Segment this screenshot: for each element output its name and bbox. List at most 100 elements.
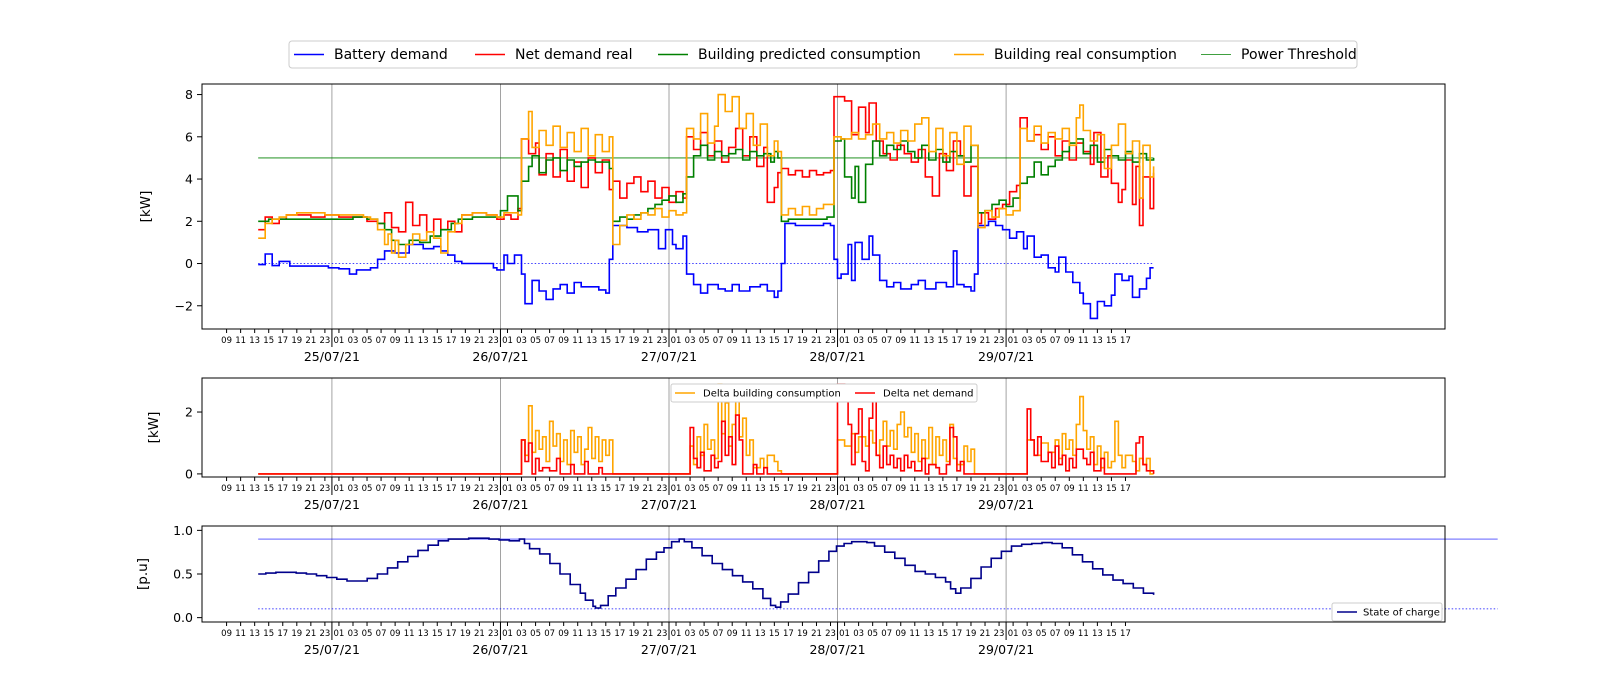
x-hour-label: 07 <box>376 629 387 639</box>
x-hour-label: 07 <box>1050 629 1061 639</box>
x-hour-label: 23 <box>488 336 499 346</box>
x-hour-label: 13 <box>1092 336 1103 346</box>
x-hour-label: 01 <box>502 629 513 639</box>
x-hour-label: 01 <box>671 629 682 639</box>
x-hour-label: 11 <box>572 336 583 346</box>
x-hour-label: 13 <box>418 336 429 346</box>
x-hour-label: 05 <box>867 629 878 639</box>
x-hour-label: 01 <box>502 336 513 346</box>
x-hour-label: 01 <box>1008 336 1019 346</box>
x-hour-label: 19 <box>460 629 471 639</box>
x-hour-label: 05 <box>699 629 710 639</box>
x-hour-label: 23 <box>488 484 499 494</box>
x-hour-label: 03 <box>685 484 696 494</box>
x-hour-label: 11 <box>235 336 246 346</box>
x-hour-label: 15 <box>769 484 780 494</box>
y-axis-label: [kW] <box>146 412 162 444</box>
x-hour-label: 13 <box>923 629 934 639</box>
x-hour-label: 19 <box>797 484 808 494</box>
x-hour-label: 15 <box>263 336 274 346</box>
y-tick-label: 4 <box>185 172 193 187</box>
x-hour-label: 09 <box>390 629 401 639</box>
series-line-building-real-consumption <box>258 93 1155 258</box>
x-hour-label: 15 <box>769 336 780 346</box>
x-hour-label: 23 <box>319 629 330 639</box>
x-hour-label: 19 <box>966 484 977 494</box>
x-hour-label: 09 <box>558 484 569 494</box>
legend-label: Delta net demand <box>883 389 974 400</box>
y-axis-label: [kW] <box>138 191 154 223</box>
x-hour-label: 15 <box>263 629 274 639</box>
x-hour-label: 23 <box>488 629 499 639</box>
x-hour-label: 09 <box>895 336 906 346</box>
x-hour-label: 13 <box>755 484 766 494</box>
x-hour-label: 17 <box>446 629 457 639</box>
x-hour-label: 05 <box>362 484 373 494</box>
x-hour-label: 19 <box>460 484 471 494</box>
x-hour-label: 15 <box>769 629 780 639</box>
x-hour-label: 13 <box>1092 484 1103 494</box>
x-hour-label: 05 <box>1036 336 1047 346</box>
x-hour-label: 11 <box>909 629 920 639</box>
x-hour-label: 21 <box>474 629 485 639</box>
x-hour-label: 19 <box>291 336 302 346</box>
x-hour-label: 13 <box>586 336 597 346</box>
y-tick-label: 0 <box>185 256 193 271</box>
x-hour-label: 05 <box>530 629 541 639</box>
legend-label: Net demand real <box>515 47 632 63</box>
x-hour-label: 05 <box>1036 629 1047 639</box>
axes-frame <box>201 83 1446 330</box>
x-hour-label: 19 <box>797 629 808 639</box>
legend-label: Building real consumption <box>994 47 1177 63</box>
x-hour-label: 03 <box>516 484 527 494</box>
x-hour-label: 03 <box>685 336 696 346</box>
x-hour-label: 11 <box>404 484 415 494</box>
x-date-label: 25/07/21 <box>304 642 360 657</box>
x-hour-label: 13 <box>249 629 260 639</box>
x-hour-label: 11 <box>404 629 415 639</box>
x-hour-label: 19 <box>966 336 977 346</box>
x-hour-label: 01 <box>334 336 345 346</box>
x-hour-label: 07 <box>544 629 555 639</box>
x-hour-label: 09 <box>558 629 569 639</box>
legend-label: State of charge <box>1363 608 1440 619</box>
legend-frame <box>1331 602 1443 622</box>
y-axis-label: [p.u] <box>135 558 151 590</box>
x-hour-label: 23 <box>657 484 668 494</box>
x-hour-label: 11 <box>572 629 583 639</box>
x-hour-label: 07 <box>713 484 724 494</box>
x-hour-label: 11 <box>1078 484 1089 494</box>
x-hour-label: 17 <box>277 336 288 346</box>
series-line-state-of-charge <box>258 537 1155 609</box>
x-date-label: 28/07/21 <box>809 349 865 364</box>
x-hour-label: 15 <box>432 484 443 494</box>
x-hour-label: 01 <box>839 484 850 494</box>
x-hour-label: 21 <box>305 484 316 494</box>
x-hour-label: 01 <box>334 484 345 494</box>
x-hour-label: 03 <box>348 484 359 494</box>
y-tick-label: 0.5 <box>173 567 193 582</box>
x-hour-label: 23 <box>657 336 668 346</box>
x-hour-label: 11 <box>909 336 920 346</box>
x-date-label: 26/07/21 <box>472 642 528 657</box>
x-hour-label: 13 <box>923 484 934 494</box>
panel-2: 02[kW]09 11 13 15 17 19 21 23 01 03 05 07 09 11 13 15 17… <box>146 377 1446 512</box>
x-hour-label: 13 <box>249 336 260 346</box>
x-hour-label: 21 <box>811 336 822 346</box>
x-hour-label: 07 <box>881 336 892 346</box>
x-hour-label: 19 <box>628 484 639 494</box>
x-hour-label: 11 <box>741 629 752 639</box>
x-hour-label: 07 <box>1050 336 1061 346</box>
x-hour-label: 21 <box>474 336 485 346</box>
x-hour-label: 17 <box>446 336 457 346</box>
x-hour-label: 15 <box>600 629 611 639</box>
x-hour-label: 19 <box>797 336 808 346</box>
x-hour-label: 23 <box>994 629 1005 639</box>
x-hour-label: 05 <box>867 484 878 494</box>
x-hour-label: 13 <box>586 629 597 639</box>
x-hour-label: 05 <box>530 336 541 346</box>
x-hour-label: 17 <box>952 484 963 494</box>
y-tick-label: 1.0 <box>173 523 193 538</box>
x-hour-label: 15 <box>937 336 948 346</box>
x-hour-label: 03 <box>853 629 864 639</box>
